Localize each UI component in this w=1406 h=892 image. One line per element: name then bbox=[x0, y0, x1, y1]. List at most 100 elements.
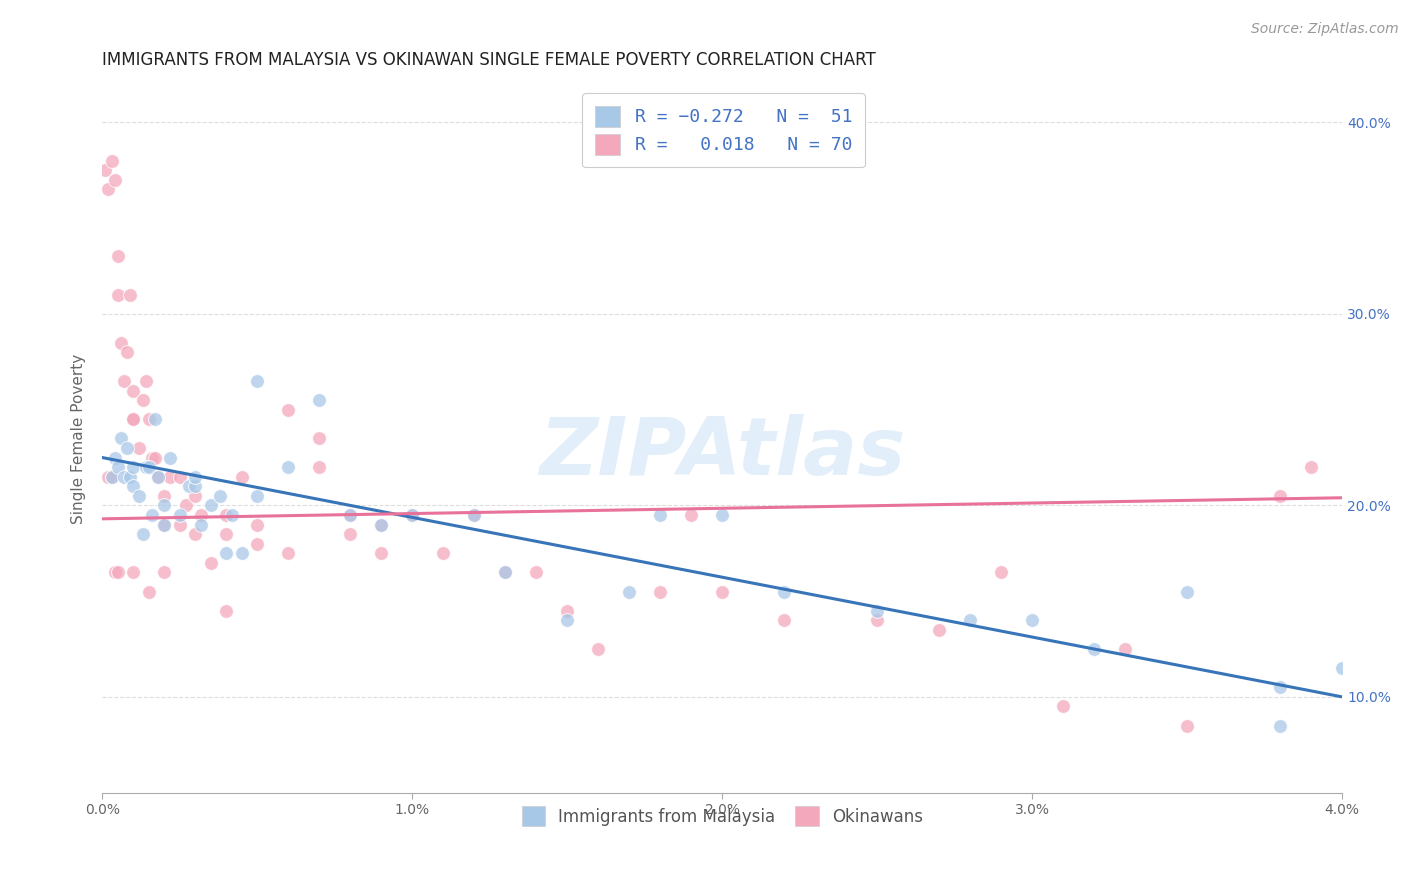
Point bbox=[246, 537, 269, 551]
Point bbox=[122, 460, 145, 475]
Point bbox=[1270, 489, 1292, 503]
Point bbox=[115, 345, 138, 359]
Point bbox=[866, 613, 889, 627]
Point bbox=[159, 450, 181, 465]
Point bbox=[138, 584, 160, 599]
Point bbox=[231, 546, 253, 560]
Point bbox=[308, 431, 330, 445]
Point bbox=[122, 566, 145, 580]
Point bbox=[401, 508, 423, 522]
Point bbox=[122, 412, 145, 426]
Point bbox=[120, 469, 142, 483]
Point bbox=[866, 604, 889, 618]
Point bbox=[138, 412, 160, 426]
Point bbox=[277, 546, 299, 560]
Text: ZIPAtlas: ZIPAtlas bbox=[538, 414, 905, 491]
Point bbox=[308, 393, 330, 408]
Point bbox=[463, 508, 485, 522]
Point bbox=[990, 566, 1012, 580]
Point bbox=[463, 508, 485, 522]
Point bbox=[650, 584, 672, 599]
Point bbox=[110, 431, 132, 445]
Point bbox=[1175, 584, 1198, 599]
Point bbox=[1270, 681, 1292, 695]
Point bbox=[100, 469, 122, 483]
Point bbox=[246, 517, 269, 532]
Point bbox=[153, 499, 176, 513]
Point bbox=[215, 604, 238, 618]
Point bbox=[711, 508, 734, 522]
Point bbox=[339, 508, 361, 522]
Point bbox=[190, 508, 212, 522]
Point bbox=[177, 479, 200, 493]
Point bbox=[277, 460, 299, 475]
Point bbox=[94, 163, 117, 178]
Point bbox=[215, 527, 238, 541]
Point bbox=[107, 250, 129, 264]
Point bbox=[120, 287, 142, 301]
Point bbox=[1021, 613, 1043, 627]
Point bbox=[773, 613, 796, 627]
Point bbox=[524, 566, 547, 580]
Point bbox=[184, 469, 207, 483]
Point bbox=[128, 441, 150, 455]
Point bbox=[128, 489, 150, 503]
Point bbox=[432, 546, 454, 560]
Point bbox=[112, 374, 135, 388]
Point bbox=[246, 489, 269, 503]
Point bbox=[494, 566, 516, 580]
Point bbox=[215, 546, 238, 560]
Point bbox=[555, 604, 578, 618]
Point bbox=[959, 613, 981, 627]
Point bbox=[97, 182, 120, 196]
Legend: Immigrants from Malaysia, Okinawans: Immigrants from Malaysia, Okinawans bbox=[513, 798, 931, 834]
Point bbox=[153, 517, 176, 532]
Point bbox=[159, 469, 181, 483]
Point bbox=[100, 153, 122, 168]
Point bbox=[1301, 460, 1323, 475]
Point bbox=[184, 479, 207, 493]
Point bbox=[246, 374, 269, 388]
Point bbox=[200, 556, 222, 570]
Point bbox=[1083, 642, 1105, 657]
Point bbox=[107, 460, 129, 475]
Point bbox=[370, 517, 392, 532]
Point bbox=[200, 499, 222, 513]
Point bbox=[711, 584, 734, 599]
Point bbox=[174, 499, 197, 513]
Point bbox=[143, 450, 166, 465]
Point bbox=[153, 566, 176, 580]
Point bbox=[143, 412, 166, 426]
Point bbox=[494, 566, 516, 580]
Point bbox=[1114, 642, 1136, 657]
Point bbox=[277, 402, 299, 417]
Point bbox=[169, 508, 191, 522]
Point bbox=[586, 642, 609, 657]
Point bbox=[141, 450, 163, 465]
Point bbox=[1052, 699, 1074, 714]
Point bbox=[131, 527, 153, 541]
Point bbox=[221, 508, 243, 522]
Point bbox=[190, 517, 212, 532]
Text: Source: ZipAtlas.com: Source: ZipAtlas.com bbox=[1251, 22, 1399, 37]
Point bbox=[100, 469, 122, 483]
Y-axis label: Single Female Poverty: Single Female Poverty bbox=[72, 353, 86, 524]
Point bbox=[370, 546, 392, 560]
Text: IMMIGRANTS FROM MALAYSIA VS OKINAWAN SINGLE FEMALE POVERTY CORRELATION CHART: IMMIGRANTS FROM MALAYSIA VS OKINAWAN SIN… bbox=[103, 51, 876, 69]
Point bbox=[141, 508, 163, 522]
Point bbox=[138, 460, 160, 475]
Point bbox=[97, 469, 120, 483]
Point bbox=[1270, 718, 1292, 732]
Point bbox=[339, 508, 361, 522]
Point bbox=[1331, 661, 1354, 675]
Point bbox=[112, 469, 135, 483]
Point bbox=[169, 469, 191, 483]
Point bbox=[215, 508, 238, 522]
Point bbox=[184, 527, 207, 541]
Point bbox=[619, 584, 641, 599]
Point bbox=[104, 173, 127, 187]
Point bbox=[169, 517, 191, 532]
Point bbox=[308, 460, 330, 475]
Point bbox=[184, 489, 207, 503]
Point bbox=[122, 412, 145, 426]
